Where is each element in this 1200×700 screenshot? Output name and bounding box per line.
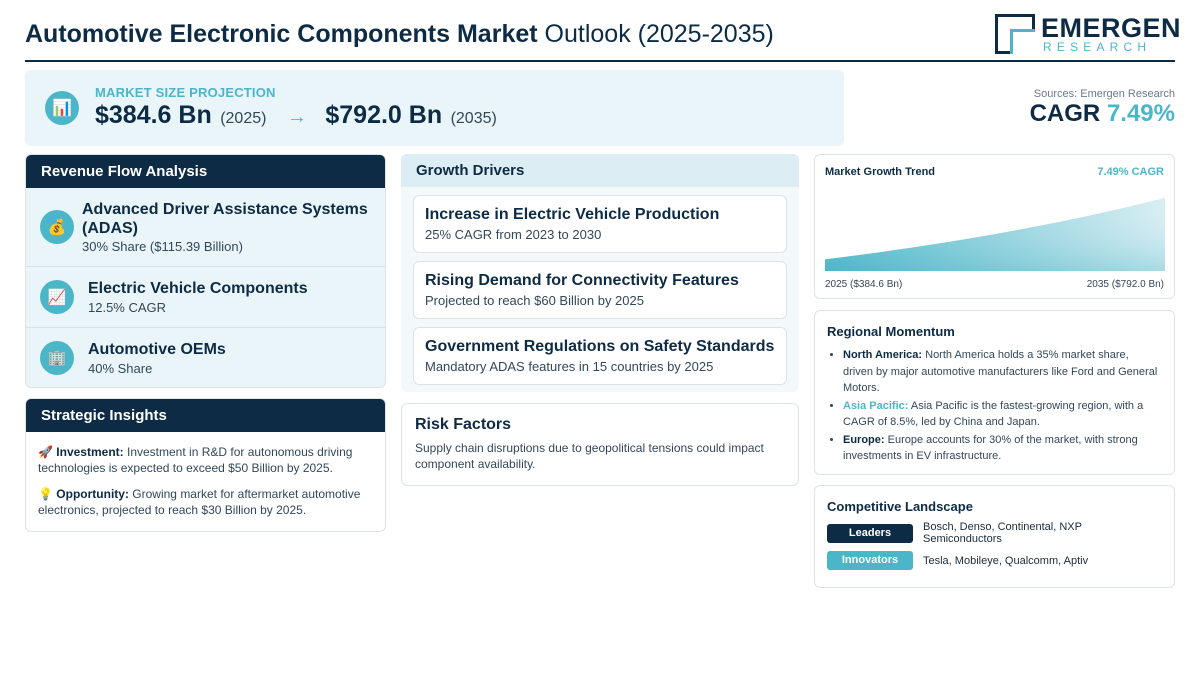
revenue-item-ev: 📈 Electric Vehicle Components 12.5% CAGR	[26, 267, 385, 328]
region-item-north-america: North America: North America holds a 35%…	[843, 347, 1161, 397]
lightbulb-icon: 💡	[38, 487, 53, 501]
cagr-headline: CAGR 7.49%	[1030, 100, 1175, 128]
logo-word: EMERGEN	[1041, 13, 1182, 43]
trend-area-chart	[825, 197, 1165, 271]
trend-area-shade	[825, 197, 1165, 271]
growth-drivers-title: Growth Drivers	[401, 154, 799, 187]
driver-item: Government Regulations on Safety Standar…	[413, 327, 787, 385]
insight-text: Growing market for aftermarket automotiv…	[38, 487, 361, 517]
trend-start-label: 2025 ($384.6 Bn)	[825, 279, 903, 290]
bar-chart-icon: 📊	[45, 91, 79, 125]
region-text: Europe accounts for 30% of the market, w…	[843, 433, 1138, 463]
page-title-light: Outlook (2025-2035)	[544, 20, 774, 48]
innovators-badge: Innovators	[827, 551, 913, 570]
start-value: $384.6 Bn	[95, 101, 212, 129]
driver-sub: Mandatory ADAS features in 15 countries …	[425, 359, 714, 374]
page-title: Automotive Electronic Components Market …	[25, 20, 774, 49]
region-text: North America holds a 35% market share, …	[843, 349, 1158, 394]
start-year: (2025)	[220, 110, 267, 127]
page-title-bold: Automotive Electronic Components Market	[25, 20, 538, 48]
trend-cagr: 7.49% CAGR	[1097, 166, 1164, 178]
cagr-value: 7.49%	[1106, 100, 1175, 127]
region-item-asia-pacific: Asia Pacific: Asia Pacific is the fastes…	[843, 398, 1161, 431]
trend-up-icon: 📈	[40, 280, 74, 314]
revenue-item-name: Automotive OEMs	[88, 341, 226, 358]
strategic-insights-title: Strategic Insights	[26, 399, 385, 432]
driver-title: Increase in Electric Vehicle Production	[425, 206, 720, 223]
logo-subword: RESEARCH	[1043, 40, 1152, 54]
region-label: Europe:	[843, 433, 885, 446]
market-size-label: MARKET SIZE PROJECTION	[95, 85, 276, 100]
region-label: Asia Pacific:	[843, 399, 909, 412]
leaders-list: Bosch, Denso, Continental, NXP Semicondu…	[923, 521, 1082, 545]
revenue-item-oems: 🏢 Automotive OEMs 40% Share	[26, 328, 385, 387]
sources-text: Sources: Emergen Research	[1033, 88, 1175, 100]
arrow-right-icon: →	[286, 106, 307, 128]
revenue-item-name: Advanced Driver Assistance Systems (ADAS…	[82, 201, 368, 237]
market-size-values: $384.6 Bn (2025) → $792.0 Bn (2035)	[95, 101, 497, 130]
competitive-landscape-card: Competitive Landscape Leaders Bosch, Den…	[814, 485, 1175, 588]
risk-factors-text: Supply chain disruptions due to geopolit…	[415, 441, 764, 471]
innovators-list: Tesla, Mobileye, Qualcomm, Aptiv	[923, 555, 1089, 567]
insight-text: Investment in R&D for autonomous driving…	[38, 445, 353, 475]
end-value: $792.0 Bn	[325, 101, 443, 129]
risk-factors-title: Risk Factors	[415, 416, 512, 433]
strategic-insights-card: Strategic Insights 🚀 Investment: Investm…	[25, 398, 386, 532]
money-bag-icon: 💰	[40, 210, 74, 244]
insight-label: Investment:	[56, 445, 124, 459]
insight-label: Opportunity:	[56, 487, 129, 501]
driver-title: Government Regulations on Safety Standar…	[425, 338, 775, 355]
regional-momentum-card: Regional Momentum North America: North A…	[814, 310, 1175, 475]
market-size-banner: 📊 MARKET SIZE PROJECTION $384.6 Bn (2025…	[25, 70, 844, 146]
risk-factors-card: Risk Factors Supply chain disruptions du…	[401, 403, 799, 486]
revenue-flow-card: Revenue Flow Analysis 💰 Advanced Driver …	[25, 154, 386, 388]
revenue-item-name: Electric Vehicle Components	[88, 280, 308, 297]
market-growth-trend-card: Market Growth Trend 7.49% CAGR 2025 ($38…	[814, 154, 1175, 299]
driver-item: Rising Demand for Connectivity Features …	[413, 261, 787, 319]
region-text: Asia Pacific is the fastest-growing regi…	[843, 399, 1144, 429]
leaders-badge: Leaders	[827, 524, 913, 543]
end-year: (2035)	[450, 110, 497, 127]
driver-sub: Projected to reach $60 Billion by 2025	[425, 293, 644, 308]
emergen-logo: EMERGEN RESEARCH	[995, 13, 1181, 56]
office-building-icon: 🏢	[40, 341, 74, 375]
revenue-item-adas: 💰 Advanced Driver Assistance Systems (AD…	[26, 188, 385, 267]
revenue-item-sub: 12.5% CAGR	[88, 300, 167, 315]
cagr-label: CAGR	[1029, 100, 1101, 127]
logo-mark-icon	[995, 14, 1035, 54]
growth-drivers-card: Growth Drivers Increase in Electric Vehi…	[401, 154, 799, 392]
trend-title: Market Growth Trend	[825, 166, 936, 178]
revenue-flow-title: Revenue Flow Analysis	[26, 155, 385, 188]
driver-title: Rising Demand for Connectivity Features	[425, 272, 739, 289]
region-item-europe: Europe: Europe accounts for 30% of the m…	[843, 432, 1161, 465]
driver-sub: 25% CAGR from 2023 to 2030	[425, 227, 602, 242]
page-header: Automotive Electronic Components Market …	[25, 12, 1181, 62]
revenue-item-sub: 30% Share ($115.39 Billion)	[82, 239, 243, 254]
insight-opportunity: 💡 Opportunity: Growing market for afterm…	[38, 486, 373, 518]
region-list: North America: North America holds a 35%…	[843, 347, 1161, 466]
revenue-item-sub: 40% Share	[88, 361, 153, 376]
driver-item: Increase in Electric Vehicle Production …	[413, 195, 787, 253]
region-label: North America:	[843, 349, 923, 361]
competitive-landscape-title: Competitive Landscape	[827, 499, 973, 514]
regional-momentum-title: Regional Momentum	[827, 324, 955, 339]
trend-end-label: 2035 ($792.0 Bn)	[1086, 279, 1164, 290]
rocket-icon: 🚀	[38, 445, 53, 459]
insight-investment: 🚀 Investment: Investment in R&D for auto…	[38, 444, 373, 476]
